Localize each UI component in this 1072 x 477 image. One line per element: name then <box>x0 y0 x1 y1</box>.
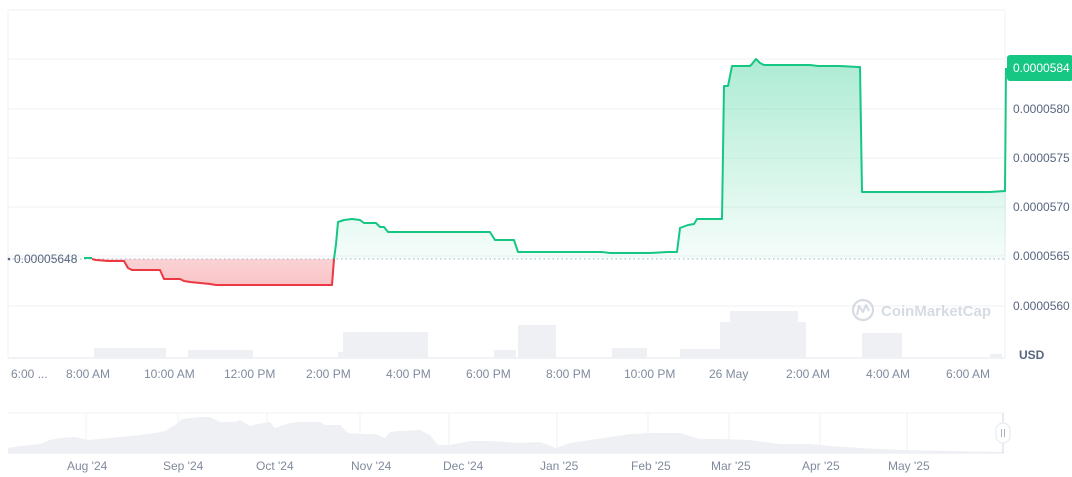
price-chart[interactable]: CoinMarketCap 0.00005648 0.0000580 0.000… <box>0 0 1072 400</box>
nav-tick-label: Jan '25 <box>540 459 579 473</box>
nav-tick-label: Mar '25 <box>711 459 751 473</box>
range-navigator[interactable]: Aug '24 Sep '24 Oct '24 Nov '24 Dec '24 … <box>0 400 1072 477</box>
nav-tick-label: Nov '24 <box>351 459 392 473</box>
price-line-up <box>333 58 1007 260</box>
up-area-fill <box>334 59 1006 259</box>
x-axis: 6:00 ... 8:00 AM 10:00 AM 12:00 PM 2:00 … <box>11 367 990 381</box>
nav-tick-label: May '25 <box>888 459 930 473</box>
nav-tick-label: Oct '24 <box>256 459 294 473</box>
x-tick-label: 2:00 PM <box>306 367 351 381</box>
nav-tick-label: Apr '25 <box>802 459 840 473</box>
x-tick-label: 8:00 PM <box>546 367 591 381</box>
nav-tick-label: Sep '24 <box>163 459 204 473</box>
x-tick-label: 6:00 AM <box>946 367 990 381</box>
x-tick-label: 10:00 AM <box>144 367 195 381</box>
x-tick-label: 10:00 PM <box>624 367 675 381</box>
y-tick-label: 0.0000565 <box>1013 249 1070 263</box>
x-tick-label: 2:00 AM <box>786 367 830 381</box>
y-tick-label: 0.0000580 <box>1013 102 1070 116</box>
reference-marker <box>7 257 11 261</box>
volume-bars <box>94 311 1002 358</box>
coinmarketcap-watermark: CoinMarketCap <box>851 298 991 322</box>
nav-tick-label: Aug '24 <box>67 459 108 473</box>
watermark-text: CoinMarketCap <box>881 303 991 320</box>
y-tick-label: 0.0000570 <box>1013 200 1070 214</box>
x-tick-label: 8:00 AM <box>66 367 110 381</box>
price-line-down <box>91 258 335 286</box>
navigator-handle[interactable] <box>995 413 1011 453</box>
navigator-x-axis: Aug '24 Sep '24 Oct '24 Nov '24 Dec '24 … <box>67 459 930 473</box>
current-price-badge: 0.0000584 <box>1007 55 1072 81</box>
currency-label: USD <box>1019 348 1045 362</box>
down-area-fill <box>86 259 334 285</box>
nav-tick-label: Dec '24 <box>443 459 484 473</box>
current-price-label: 0.0000584 <box>1013 61 1070 75</box>
y-axis: 0.0000580 0.0000575 0.0000570 0.0000565 … <box>1013 102 1070 362</box>
x-tick-label: 26 May <box>709 367 748 381</box>
y-tick-label: 0.0000560 <box>1013 299 1070 313</box>
x-tick-label: 12:00 PM <box>224 367 275 381</box>
nav-tick-label: Feb '25 <box>631 459 671 473</box>
reference-price-label: 0.00005648 <box>14 252 78 266</box>
x-tick-label: 6:00 PM <box>466 367 511 381</box>
x-tick-label: 6:00 ... <box>11 367 48 381</box>
y-tick-label: 0.0000575 <box>1013 151 1070 165</box>
x-tick-label: 4:00 AM <box>866 367 910 381</box>
x-tick-label: 4:00 PM <box>386 367 431 381</box>
navigator-area <box>8 417 1004 453</box>
